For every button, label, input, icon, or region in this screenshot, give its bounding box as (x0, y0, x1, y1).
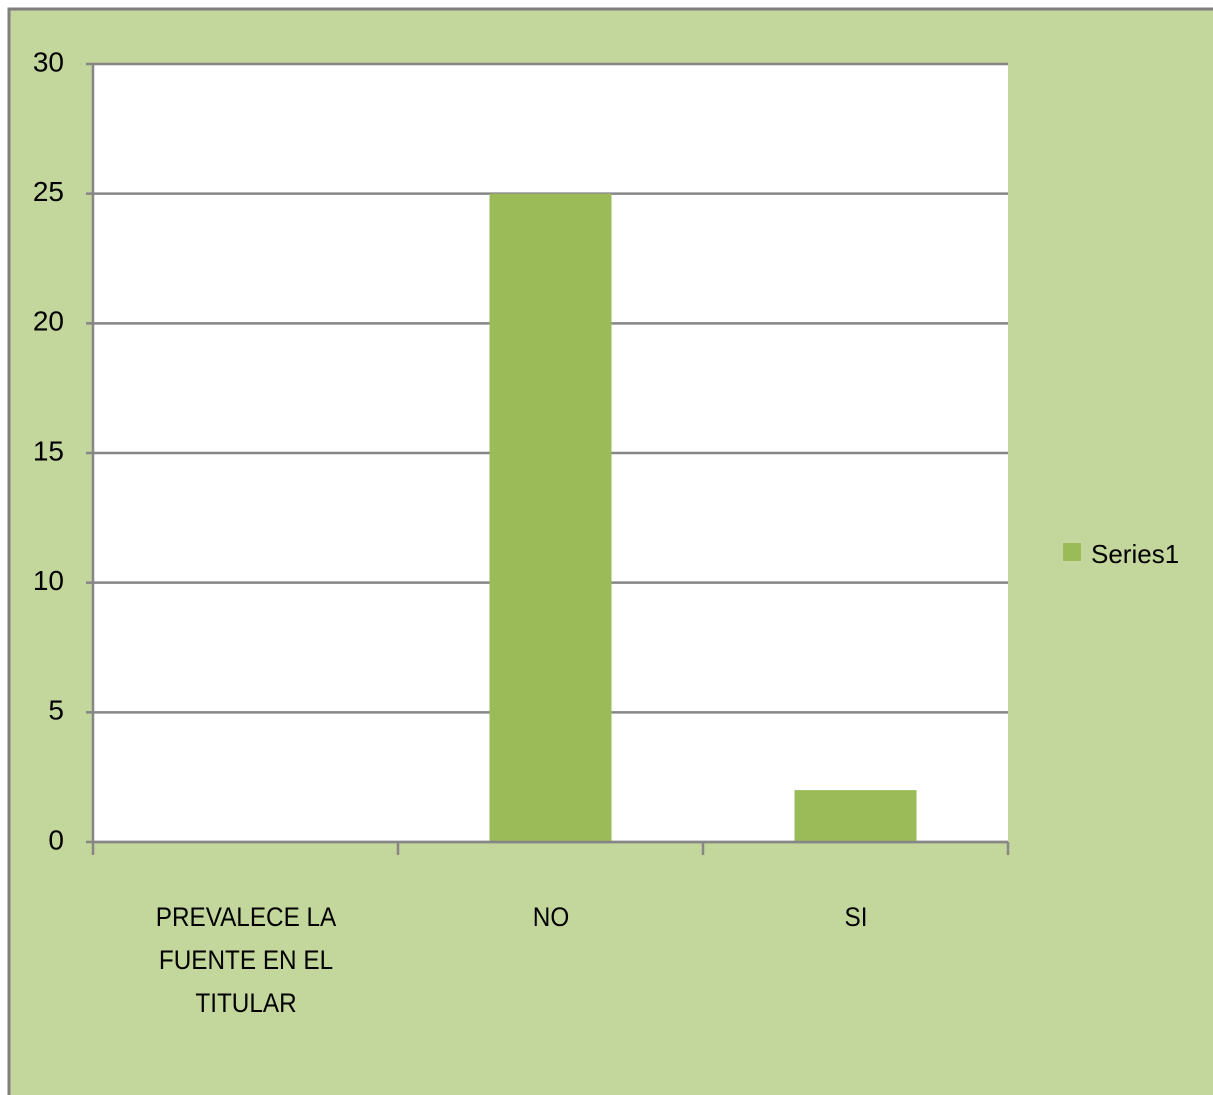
y-tick-label: 5 (48, 695, 64, 726)
legend-label: Series1 (1091, 539, 1179, 569)
y-tick-label: 20 (33, 306, 64, 337)
legend-swatch (1063, 543, 1081, 561)
y-tick-label: 25 (33, 176, 64, 207)
x-tick-label: SI (844, 902, 867, 932)
x-tick-label: NO (532, 902, 569, 932)
y-tick-label: 15 (33, 435, 64, 466)
bar (794, 790, 917, 842)
bar (489, 193, 612, 842)
y-tick-label: 10 (33, 565, 64, 596)
y-tick-label: 30 (33, 46, 64, 77)
x-tick-label: PREVALECE LA FUENTE EN EL TITULAR (155, 902, 336, 1018)
y-tick-label: 0 (48, 824, 64, 855)
